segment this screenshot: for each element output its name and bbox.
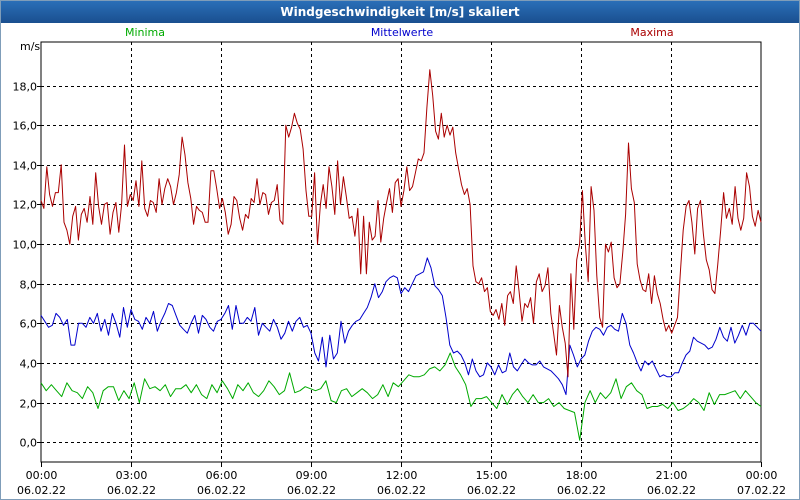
x-tick-date: 06.02.22 xyxy=(107,484,156,497)
x-tick-date: 06.02.22 xyxy=(197,484,246,497)
x-tick-time: 00:00 xyxy=(746,469,778,482)
x-tick-time: 09:00 xyxy=(296,469,328,482)
x-tick-date: 07.02.22 xyxy=(737,484,786,497)
x-tick-time: 18:00 xyxy=(566,469,598,482)
series-lines xyxy=(40,69,762,441)
y-tick-label: 0,0 xyxy=(20,437,38,450)
x-tick-date: 06.02.22 xyxy=(377,484,426,497)
y-axis: 0,0 2,0 4,0 6,0 8,0 10,0 12,0 14,0 16,0 18,0 xyxy=(13,81,41,450)
x-tick-time: 00:00 xyxy=(26,469,58,482)
series-line-mittelwerte xyxy=(40,257,762,396)
y-tick-label: 2,0 xyxy=(20,398,38,411)
legend: Minima Mittelwerte Maxima xyxy=(125,26,674,39)
chart-title: Windgeschwindigkeit [m/s] skaliert xyxy=(1,1,799,23)
x-tick-date: 06.02.22 xyxy=(647,484,696,497)
series-line-minima xyxy=(40,352,762,441)
y-tick-label: 14,0 xyxy=(13,160,38,173)
y-tick-label: 12,0 xyxy=(13,199,38,212)
legend-entry-mittelwerte: Mittelwerte xyxy=(371,26,434,39)
legend-entry-minima: Minima xyxy=(125,26,165,39)
x-tick-time: 15:00 xyxy=(476,469,508,482)
x-tick-time: 03:00 xyxy=(116,469,148,482)
x-tick-date: 06.02.22 xyxy=(287,484,336,497)
series-line-maxima xyxy=(40,69,762,378)
x-tick-date: 06.02.22 xyxy=(467,484,516,497)
x-tick-time: 21:00 xyxy=(656,469,688,482)
gridlines xyxy=(41,42,761,462)
y-tick-label: 16,0 xyxy=(13,120,38,133)
y-tick-label: 4,0 xyxy=(20,358,38,371)
x-tick-time: 06:00 xyxy=(206,469,238,482)
x-tick-time: 12:00 xyxy=(386,469,418,482)
y-axis-label: m/s xyxy=(20,40,40,53)
x-axis: 00:00 06.02.22 03:00 06.02.22 06:00 06.02.22 0… xyxy=(17,462,786,497)
y-tick-label: 6,0 xyxy=(20,318,38,331)
y-tick-label: 18,0 xyxy=(13,81,38,94)
y-tick-label: 10,0 xyxy=(13,239,38,252)
legend-entry-maxima: Maxima xyxy=(630,26,673,39)
y-tick-label: 8,0 xyxy=(20,279,38,292)
x-tick-date: 06.02.22 xyxy=(557,484,606,497)
x-tick-date: 06.02.22 xyxy=(17,484,66,497)
